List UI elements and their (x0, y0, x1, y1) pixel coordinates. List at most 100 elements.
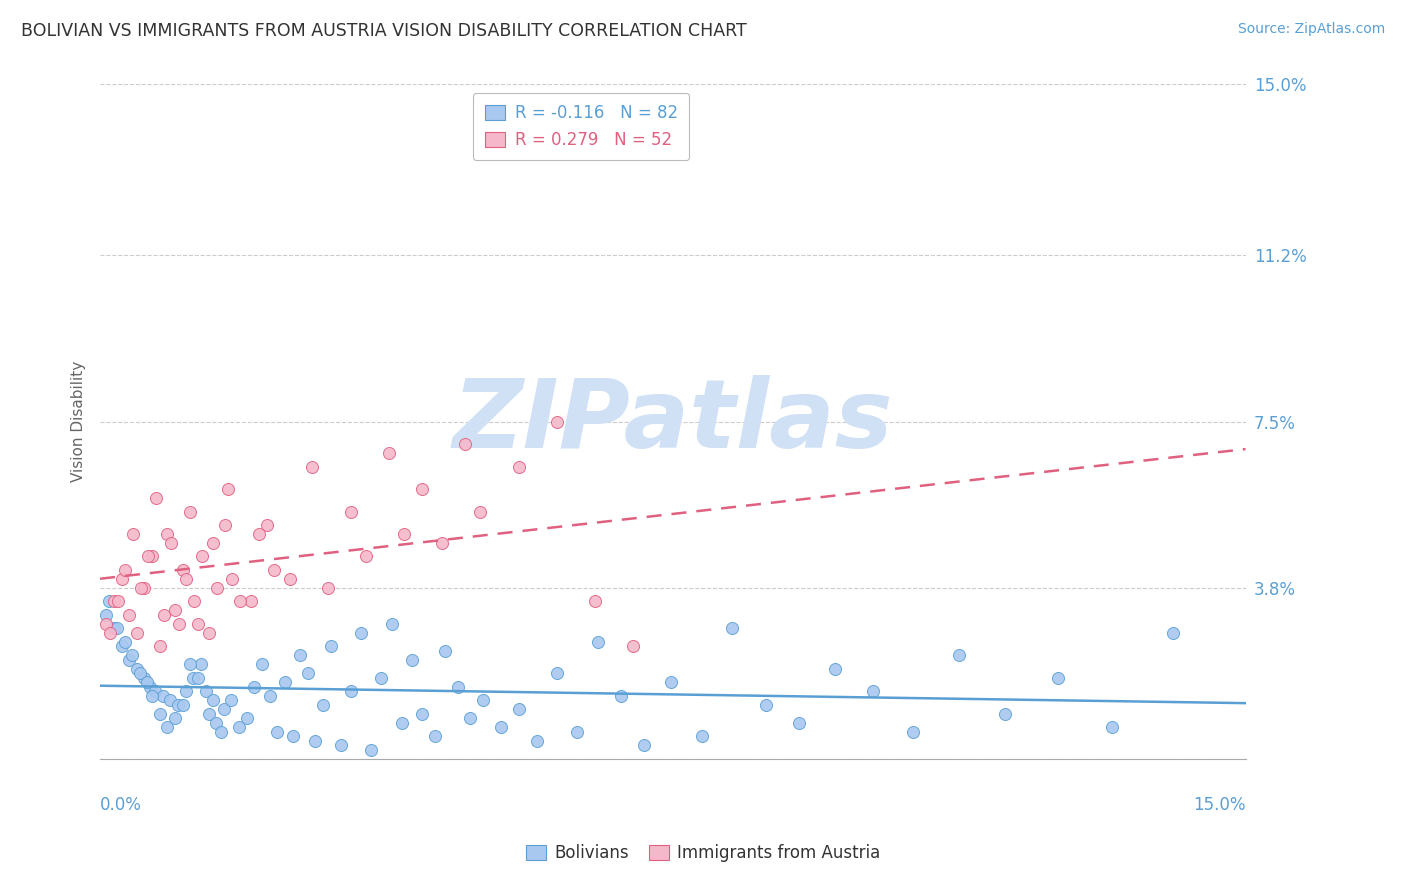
Point (290, 648, 312, 663)
Point (98, 626, 121, 640)
Point (1101, 720, 1123, 734)
Text: 0.0%: 0.0% (100, 796, 142, 814)
Point (526, 733, 548, 747)
Point (172, 698, 194, 712)
Point (194, 684, 217, 698)
Point (167, 616, 190, 631)
Y-axis label: Vision Disability: Vision Disability (72, 361, 86, 483)
Point (145, 491, 167, 505)
Point (274, 675, 297, 690)
Point (339, 504, 361, 518)
Text: 15.0%: 15.0% (1194, 796, 1246, 814)
Point (110, 572, 132, 586)
Point (381, 616, 404, 631)
Point (187, 671, 209, 685)
Point (994, 706, 1017, 721)
Point (198, 626, 221, 640)
Point (136, 675, 159, 690)
Point (1161, 626, 1184, 640)
Point (721, 621, 744, 635)
Point (263, 563, 285, 577)
Point (235, 711, 257, 725)
Point (163, 603, 186, 617)
Point (278, 572, 301, 586)
Point (179, 657, 201, 672)
Point (259, 689, 281, 703)
Point (228, 720, 250, 734)
Point (167, 698, 190, 712)
Point (247, 527, 270, 541)
Point (221, 572, 243, 586)
Legend: R = -0.116   N = 82, R = 0.279   N = 52: R = -0.116 N = 82, R = 0.279 N = 52 (472, 93, 689, 161)
Point (392, 527, 415, 541)
Point (755, 698, 778, 712)
Point (423, 729, 446, 743)
Point (212, 702, 235, 716)
Point (209, 724, 232, 739)
Point (149, 706, 172, 721)
Point (470, 504, 492, 518)
Point (301, 459, 323, 474)
Point (567, 724, 589, 739)
Point (862, 684, 884, 698)
Point (690, 729, 713, 743)
Point (354, 549, 377, 564)
Point (229, 594, 252, 608)
Point (378, 446, 401, 460)
Point (472, 693, 495, 707)
Point (217, 482, 239, 496)
Point (105, 621, 128, 635)
Point (360, 743, 382, 757)
Point (174, 684, 197, 698)
Point (205, 581, 228, 595)
Point (401, 653, 423, 667)
Point (187, 616, 209, 631)
Point (633, 739, 655, 753)
Point (546, 666, 568, 681)
Point (329, 739, 352, 753)
Point (824, 662, 846, 676)
Point (139, 680, 162, 694)
Point (297, 666, 319, 681)
Point (221, 693, 243, 707)
Text: ZIPatlas: ZIPatlas (453, 376, 893, 468)
Point (125, 626, 148, 640)
Point (143, 684, 166, 698)
Point (659, 675, 682, 690)
Point (114, 635, 136, 649)
Point (319, 640, 342, 654)
Point (411, 482, 433, 496)
Point (141, 549, 163, 564)
Point (96, 616, 118, 631)
Point (197, 706, 219, 721)
Text: Source: ZipAtlas.com: Source: ZipAtlas.com (1237, 22, 1385, 37)
Point (129, 581, 152, 595)
Point (156, 527, 179, 541)
Point (136, 549, 159, 564)
Point (156, 720, 179, 734)
Point (202, 536, 225, 550)
Point (205, 715, 228, 730)
Point (202, 693, 225, 707)
Point (434, 644, 457, 658)
Point (122, 527, 145, 541)
Point (141, 689, 163, 703)
Point (621, 640, 644, 654)
Point (214, 518, 236, 533)
Point (243, 680, 266, 694)
Point (103, 621, 125, 635)
Point (350, 626, 373, 640)
Point (114, 563, 136, 577)
Point (250, 657, 273, 672)
Point (546, 415, 568, 429)
Point (96, 607, 118, 622)
Point (190, 549, 212, 564)
Point (121, 648, 143, 663)
Point (163, 711, 186, 725)
Point (432, 536, 454, 550)
Point (489, 720, 512, 734)
Point (304, 733, 326, 747)
Point (610, 689, 633, 703)
Point (107, 594, 129, 608)
Point (118, 653, 141, 667)
